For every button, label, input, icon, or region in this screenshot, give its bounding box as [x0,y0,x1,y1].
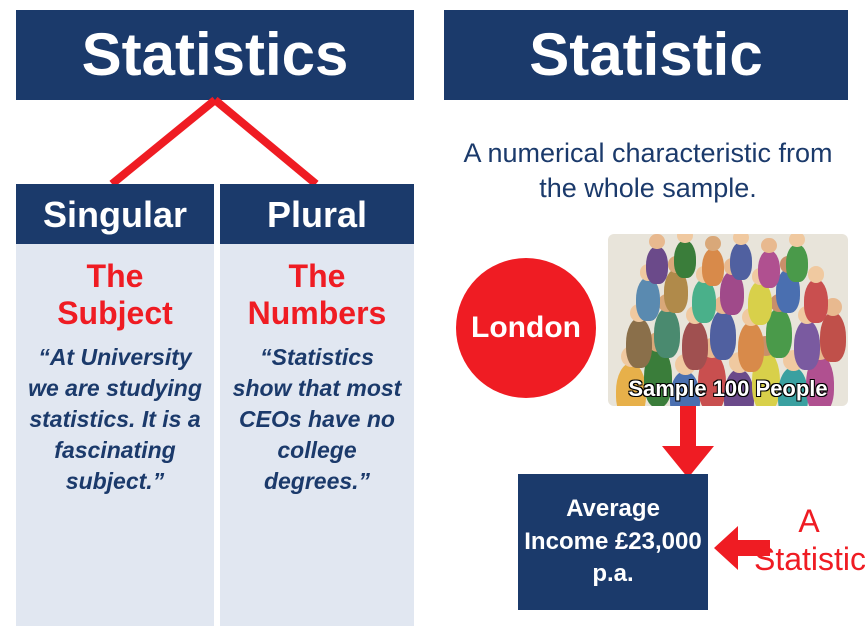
right-panel: Statistic A numerical characteristic fro… [436,6,858,631]
london-circle: London [456,258,596,398]
crowd-person-head [705,236,720,251]
crowd-person [710,310,736,360]
singular-plural-headers: Singular Plural [16,184,414,246]
singular-plural-bodies: The Subject “At University we are studyi… [16,244,414,626]
plural-body: The Numbers “Statistics show that most C… [220,244,414,626]
a-statistic-label: A Statistic [754,502,864,579]
average-income-box: Average Income £23,000 p.a. [518,474,708,610]
branching-lines [16,86,414,186]
london-label: London [471,311,581,345]
crowd-person-head [649,234,664,249]
crowd-person [702,248,724,286]
left-panel: Statistics Singular Plural The Subject “… [6,6,426,631]
statistics-title: Statistics [16,10,414,100]
crowd-person [674,240,696,278]
crowd-person-head [808,266,825,283]
crowd-person [682,320,708,370]
statistic-title: Statistic [444,10,848,100]
crowd-person-head [789,234,804,247]
singular-quote: “At University we are studying statistic… [26,342,204,497]
definition-text: A numerical characteristic from the whol… [456,136,840,206]
singular-header: Singular [16,184,214,246]
crowd-person [646,246,668,284]
sample-caption: Sample 100 People [608,376,848,402]
crowd-person [730,242,752,280]
plural-quote: “Statistics show that most CEOs have no … [230,342,404,497]
plural-header: Plural [220,184,414,246]
crowd-person-head [761,238,776,253]
crowd-person [786,244,808,282]
singular-body: The Subject “At University we are studyi… [16,244,214,626]
average-income-text: Average Income £23,000 p.a. [524,493,702,590]
singular-subtitle: The Subject [26,258,204,332]
crowd-person [738,322,764,372]
plural-subtitle: The Numbers [230,258,404,332]
crowd-person [804,279,828,323]
crowd-person [654,308,680,358]
crowd-person [758,250,780,288]
crowd-person [626,318,652,368]
crowd-person [794,320,820,370]
arrow-down-icon [658,406,718,478]
